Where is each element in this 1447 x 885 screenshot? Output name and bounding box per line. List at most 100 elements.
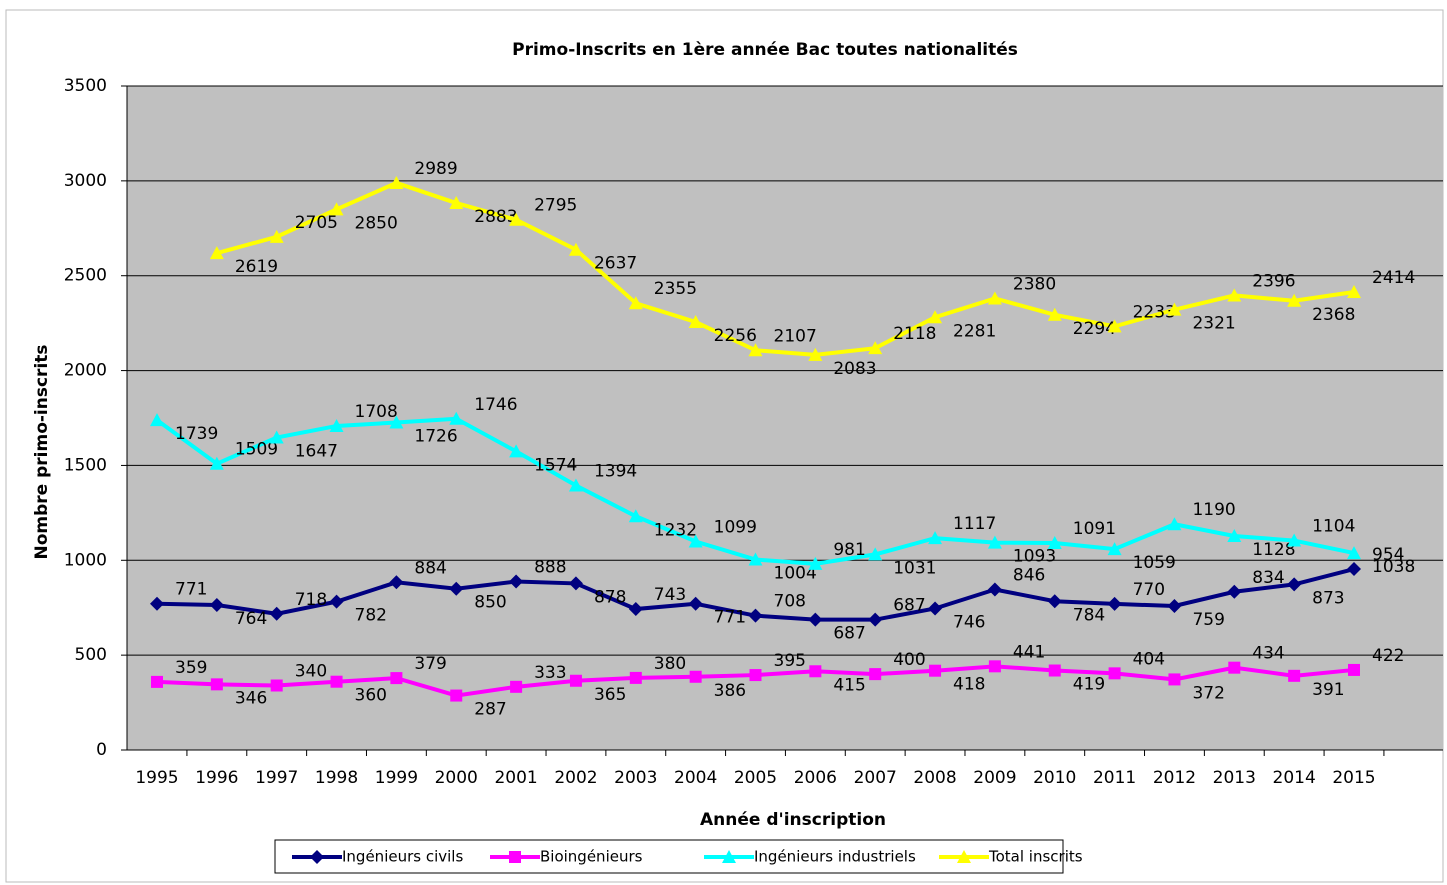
data-label: 2083 [833, 359, 876, 379]
point [809, 665, 822, 678]
point [1047, 594, 1062, 609]
point [868, 612, 883, 627]
legend [274, 839, 1064, 874]
point [1228, 661, 1241, 674]
data-label: 1647 [295, 442, 338, 462]
data-label: 2414 [1372, 268, 1415, 288]
point [928, 531, 943, 545]
data-label: 372 [1192, 683, 1224, 703]
point [1167, 599, 1182, 614]
y-tick-label: 2000 [64, 361, 107, 381]
data-label: 2321 [1192, 314, 1235, 334]
data-label: 2883 [474, 207, 517, 227]
point [1048, 664, 1061, 677]
point [1227, 529, 1242, 543]
x-tick-label: 2004 [674, 768, 717, 788]
point [1348, 663, 1360, 676]
data-label: 359 [175, 658, 207, 678]
point [628, 296, 643, 310]
point [450, 689, 463, 702]
x-tick-label: 2001 [494, 768, 537, 788]
data-label: 1726 [414, 427, 457, 447]
data-label: 771 [175, 580, 207, 600]
legend-label: Ingénieurs civils [342, 848, 463, 866]
data-label: 287 [474, 700, 506, 720]
x-tick-label: 2009 [973, 768, 1016, 788]
data-label: 718 [295, 590, 327, 610]
x-tick-label: 1997 [255, 768, 298, 788]
point [928, 310, 943, 324]
point [749, 669, 762, 682]
point [1167, 517, 1182, 531]
x-axis-label: Année d'inscription [700, 810, 886, 830]
point [688, 596, 703, 611]
point [987, 291, 1002, 305]
data-label: 2233 [1133, 302, 1176, 322]
data-label: 981 [833, 540, 865, 560]
point [1227, 584, 1242, 599]
data-label: 1128 [1252, 540, 1295, 560]
point [868, 341, 883, 355]
point [928, 601, 943, 616]
chart-title: Primo-Inscrits en 1ère année Bac toutes … [512, 40, 1018, 60]
data-label: 2795 [534, 196, 577, 216]
point [568, 576, 583, 591]
point [509, 574, 524, 589]
data-label: 782 [355, 606, 387, 626]
data-label: 1232 [654, 520, 697, 540]
point [1347, 562, 1361, 577]
data-label: 441 [1013, 642, 1045, 662]
data-label: 1104 [1312, 517, 1355, 537]
y-tick-label: 2500 [64, 266, 107, 286]
x-tick-label: 2012 [1153, 768, 1196, 788]
data-label: 400 [893, 650, 925, 670]
point [1288, 669, 1301, 682]
data-label: 1574 [534, 455, 577, 475]
data-label: 346 [235, 688, 267, 708]
point [689, 670, 702, 683]
data-label: 1059 [1133, 553, 1176, 573]
legend-marker [310, 850, 324, 864]
point [1287, 533, 1302, 547]
point [868, 547, 883, 561]
x-tick-label: 2015 [1332, 768, 1375, 788]
point [151, 675, 163, 688]
point [269, 606, 284, 621]
data-label: 419 [1073, 675, 1105, 695]
y-tick-label: 0 [96, 740, 107, 760]
data-label: 954 [1372, 545, 1404, 565]
point [688, 315, 703, 329]
data-label: 2107 [774, 326, 817, 346]
point [269, 229, 284, 243]
point [748, 343, 763, 357]
x-tick-label: 1999 [375, 768, 418, 788]
legend-label: Bioingénieurs [540, 848, 643, 866]
data-label: 759 [1192, 610, 1224, 630]
point [449, 581, 464, 596]
data-label: 2619 [235, 257, 278, 277]
x-tick-label: 1996 [195, 768, 238, 788]
data-label: 770 [1133, 580, 1165, 600]
point [1107, 596, 1122, 611]
plot-area [127, 86, 1443, 750]
data-label: 340 [295, 661, 327, 681]
x-tick-label: 2006 [794, 768, 837, 788]
data-label: 2380 [1013, 274, 1056, 294]
point [869, 668, 882, 681]
point [1047, 536, 1062, 550]
point [808, 612, 823, 627]
legend-label: Ingénieurs industriels [754, 848, 916, 866]
data-label: 1038 [1372, 557, 1415, 577]
data-label: 687 [833, 624, 865, 644]
x-tick-label: 1998 [315, 768, 358, 788]
point [449, 411, 464, 425]
point [1227, 288, 1242, 302]
point [569, 674, 582, 687]
point [209, 246, 224, 260]
data-label: 1394 [594, 462, 637, 482]
point [390, 672, 403, 685]
data-label: 1509 [235, 440, 278, 460]
y-tick-label: 3000 [64, 171, 107, 191]
data-label: 884 [414, 558, 446, 578]
